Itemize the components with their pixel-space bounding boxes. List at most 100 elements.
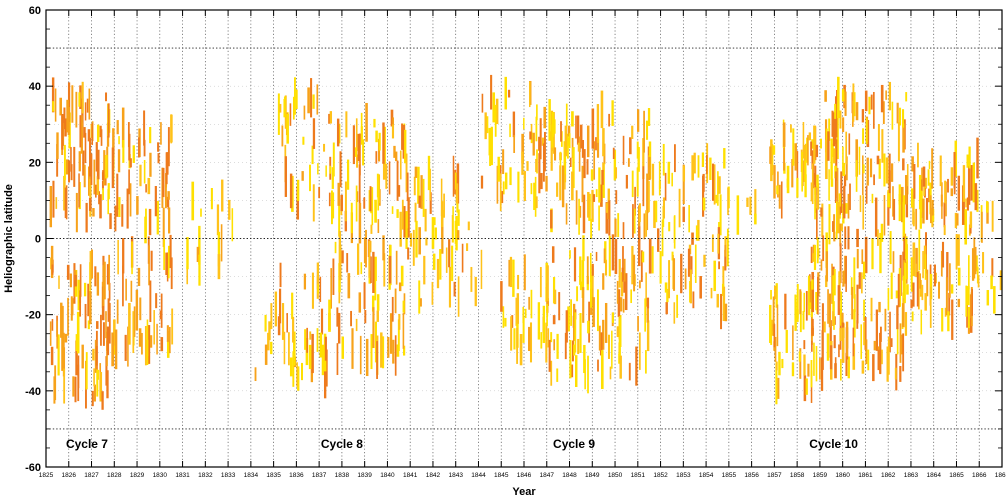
sunspot-mark [320,308,324,335]
sunspot-mark [839,223,842,247]
reference-lines [46,47,1002,430]
sunspot-mark [563,141,567,183]
sunspot-mark [303,105,306,120]
sunspot-mark [312,118,316,149]
sunspot-mark [897,122,900,162]
sunspot-mark [874,197,878,237]
sunspot-mark [371,187,374,226]
sunspot-mark [88,198,92,211]
sunspot-mark [394,288,397,314]
x-tick-label: 1867 [995,472,1006,479]
sunspot-mark [99,371,103,402]
sunspot-mark [76,311,80,354]
sunspot-mark [440,178,443,217]
sunspot-mark [94,266,97,287]
sunspot-mark [363,197,366,209]
x-tick-label: 1842 [426,472,441,479]
sunspot-mark [51,318,54,331]
sunspot-mark [72,376,75,397]
sunspot-mark [643,213,646,240]
sunspot-mark [633,254,636,292]
sunspot-mark [79,290,82,317]
sunspot-mark [861,272,863,294]
sunspot-mark [347,273,351,299]
sunspot-mark [673,215,676,249]
sunspot-mark [117,149,121,173]
sunspot-mark [84,303,87,329]
sunspot-mark [452,155,455,197]
sunspot-mark [453,281,456,297]
sunspot-mark [587,355,589,394]
sunspot-mark [703,254,706,267]
sunspot-mark [284,156,288,197]
sunspot-mark [264,344,268,365]
sunspot-mark [581,260,585,298]
sunspot-mark [64,118,67,137]
sunspot-mark [887,191,890,226]
sunspot-mark [608,113,611,127]
sunspot-mark [941,308,944,332]
sunspot-mark [880,84,884,113]
sunspot-mark [825,128,828,149]
sunspot-mark [370,256,372,284]
sunspot-mark [402,300,405,313]
sunspot-mark [917,270,920,310]
sunspot-mark [991,200,994,232]
sunspot-mark [775,283,778,308]
sunspot-mark [863,299,865,321]
sunspot-mark [528,81,531,108]
sunspot-mark [842,117,845,133]
sunspot-mark [636,167,639,197]
sunspot-mark [974,183,978,211]
sunspot-mark [922,198,925,224]
sunspot-mark [653,200,656,228]
sunspot-mark [910,299,913,309]
sunspot-mark [805,378,808,395]
sunspot-mark [852,83,855,122]
sunspot-mark [191,181,195,221]
sunspot-mark [855,139,859,177]
x-tick-label: 1849 [585,472,600,479]
sunspot-mark [584,359,586,390]
sunspot-mark [905,92,908,102]
sunspot-mark [769,146,772,164]
sunspot-mark [620,272,624,297]
sunspot-mark [301,362,303,381]
sunspot-mark [924,177,927,189]
sunspot-mark [746,197,749,207]
sunspot-mark [680,253,683,294]
sunspot-mark [856,284,859,324]
sunspot-mark [829,345,833,370]
sunspot-mark [345,111,348,138]
sunspot-mark [865,118,868,145]
sunspot-mark [524,308,527,319]
sunspot-mark [382,235,385,261]
sunspot-mark [582,194,586,234]
sunspot-mark [637,147,640,172]
sunspot-mark [845,255,847,292]
sunspot-mark [418,195,421,208]
sunspot-mark [911,156,914,172]
sunspot-mark [165,252,168,276]
sunspot-mark [796,284,799,319]
sunspot-mark [587,320,590,334]
sunspot-mark [52,180,55,218]
sunspot-mark [62,305,64,346]
sunspot-mark [568,133,571,149]
sunspot-mark [394,335,397,376]
sunspot-mark [689,269,692,304]
sunspot-mark [422,178,425,217]
sunspot-mark [165,152,168,185]
sunspot-mark [902,275,906,299]
sunspot-mark [312,94,315,109]
sunspot-mark [396,209,399,218]
sunspot-mark [61,113,64,150]
sunspot-mark [596,104,600,143]
sunspot-mark [862,261,866,280]
sunspot-mark [330,268,333,309]
sunspot-mark [365,229,367,268]
sunspot-mark [383,253,386,287]
sunspot-mark [77,279,80,311]
sunspot-mark [622,222,625,240]
sunspot-mark [71,298,74,316]
